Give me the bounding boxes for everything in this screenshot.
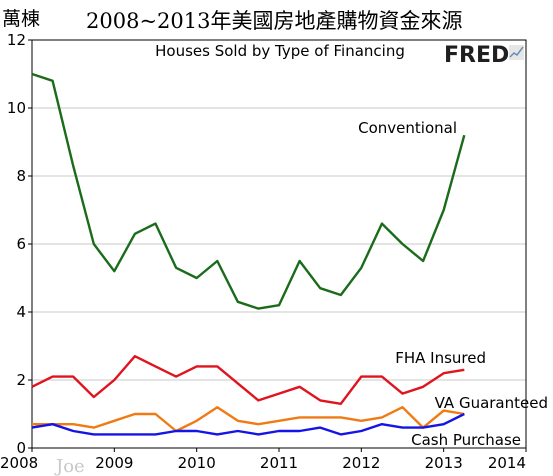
x-tick-label: 2009 <box>95 454 133 472</box>
series-line-cash-purchase <box>31 412 465 436</box>
chart-glyph-icon <box>509 45 524 60</box>
y-tick-label: 4 <box>16 303 26 321</box>
page-title: 2008~2013年美國房地產購物資金來源 <box>86 9 462 33</box>
y-tick-label: 0 <box>16 439 26 457</box>
x-axis: 2008 2009 2010 2011 2012 2013 2014 <box>0 448 527 472</box>
y-tick-label: 2 <box>16 371 26 389</box>
series-line-va-guaranteed <box>32 406 465 433</box>
unit-label: 萬棟 <box>2 8 40 30</box>
series-label-cash-purchase: Cash Purchase <box>411 431 521 449</box>
x-tick-label: 2013 <box>425 454 463 472</box>
y-tick-label: 6 <box>16 235 26 253</box>
x-tick-label: 2012 <box>342 454 380 472</box>
series-label-conventional: Conventional <box>358 119 457 137</box>
series-labels: Conventional FHA Insured VA Guaranteed Cash… <box>358 119 548 449</box>
series-line-conventional <box>31 72 466 310</box>
x-tick-label: 2014 <box>488 454 526 472</box>
x-tick-label: 2011 <box>260 454 298 472</box>
chart-subtitle: Houses Sold by Type of Financing <box>155 42 405 60</box>
y-tick-label: 8 <box>16 167 26 185</box>
series-group <box>31 72 466 436</box>
grid-lines <box>32 107 526 381</box>
fred-logo: FRED <box>444 43 524 68</box>
fred-logo-text: FRED <box>444 43 509 68</box>
series-label-va-guaranteed: VA Guaranteed <box>435 394 548 412</box>
series-label-fha-insured: FHA Insured <box>395 349 486 367</box>
x-tick-label: 2008 <box>0 454 38 472</box>
y-axis: 0 2 4 6 8 10 12 <box>7 31 32 457</box>
y-tick-label: 12 <box>7 31 26 49</box>
x-tick-label: 2010 <box>178 454 216 472</box>
y-tick-label: 10 <box>7 99 26 117</box>
series-line-fha-insured <box>31 355 465 405</box>
watermark: Joe <box>54 456 85 476</box>
